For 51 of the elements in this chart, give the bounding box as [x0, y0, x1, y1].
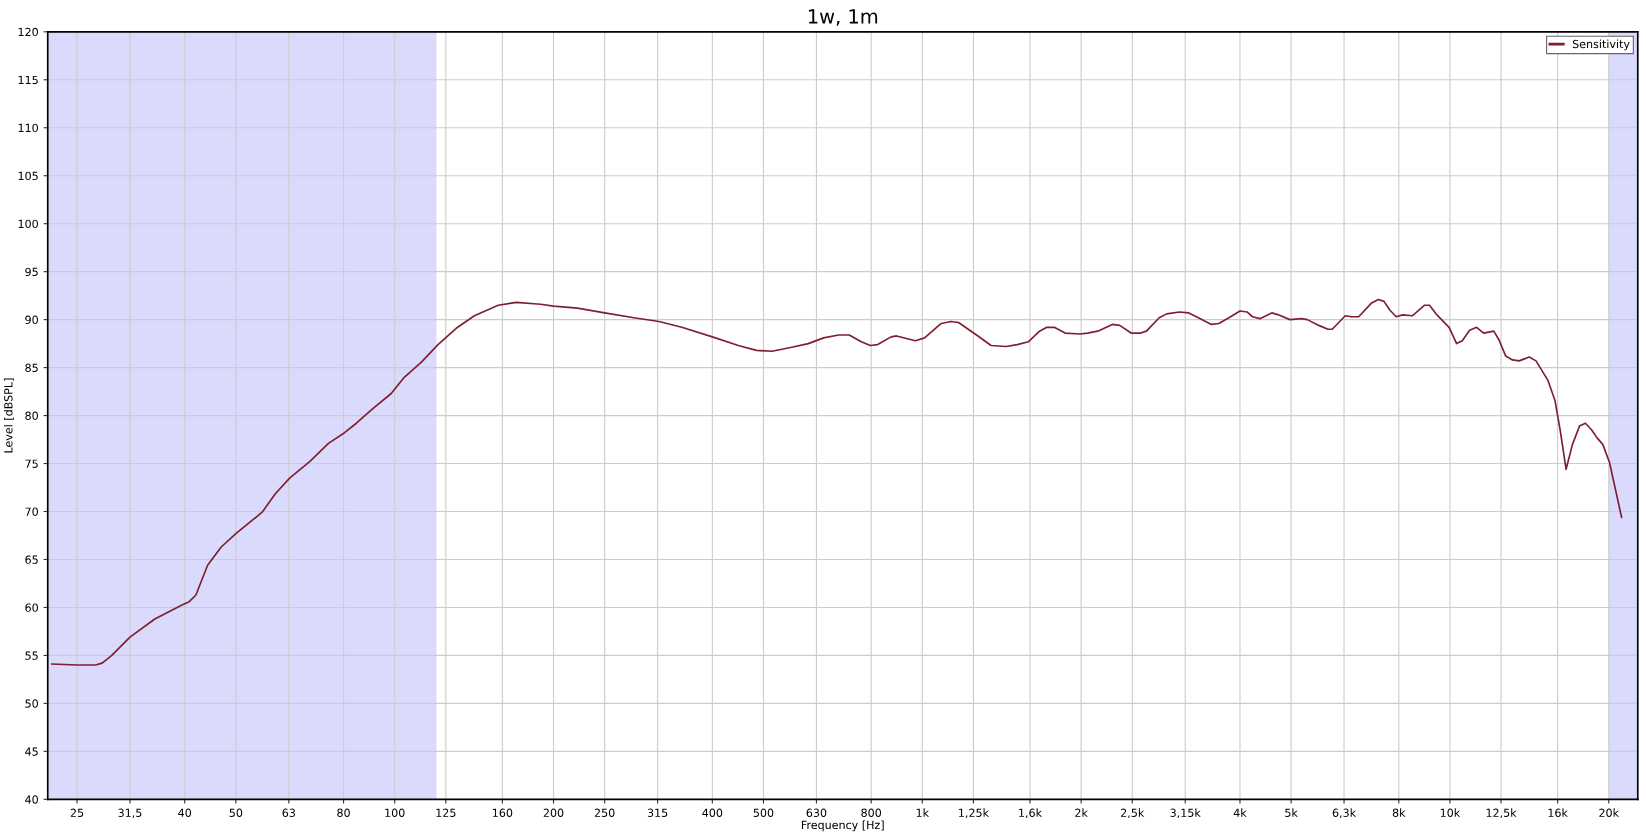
- y-tick-label: 100: [18, 219, 38, 229]
- x-tick-label: 25: [70, 808, 84, 817]
- x-tick-label: 3,15k: [1170, 808, 1201, 819]
- x-axis-title: Frequency [Hz]: [801, 820, 884, 832]
- y-tick-label: 90: [25, 315, 38, 325]
- y-tick-label: 105: [18, 171, 38, 181]
- y-tick-label: 120: [18, 27, 38, 37]
- x-tick-label: 100: [385, 808, 405, 817]
- y-tick-label: 110: [18, 123, 38, 133]
- x-tick-label: 2,5k: [1121, 808, 1145, 819]
- y-tick-label: 45: [25, 747, 38, 756]
- x-tick-label: 80: [337, 808, 350, 817]
- x-tick-label: 20k: [1599, 808, 1620, 817]
- y-tick-label: 95: [25, 267, 38, 277]
- x-tick-label: 630: [806, 808, 827, 817]
- y-tick-label: 50: [25, 699, 38, 708]
- x-tick-label: 800: [861, 808, 882, 817]
- x-tick-label: 8k: [1392, 808, 1406, 817]
- y-axis-title: Level [dBSPL]: [3, 378, 14, 453]
- x-tick-label: 5k: [1285, 808, 1298, 817]
- x-tick-label: 50: [229, 808, 243, 817]
- chart-title: 1w, 1m: [808, 9, 878, 26]
- x-tick-label: 1k: [916, 808, 930, 817]
- x-tick-label: 31,5: [118, 808, 142, 819]
- y-tick-label: 65: [25, 555, 38, 564]
- y-tick-label: 70: [25, 507, 38, 516]
- y-tick-label: 115: [18, 75, 38, 85]
- y-tick-label: 80: [25, 411, 38, 420]
- x-tick-label: 63: [282, 808, 295, 817]
- y-tick-label: 55: [25, 651, 38, 660]
- x-tick-label: 1,6k: [1019, 808, 1043, 819]
- y-tick-label: 75: [25, 459, 38, 468]
- x-tick-label: 315: [647, 808, 668, 817]
- x-tick-label: 500: [753, 808, 774, 817]
- x-tick-label: 2k: [1075, 808, 1088, 817]
- y-tick-label: 85: [25, 363, 38, 372]
- x-tick-label: 200: [543, 808, 564, 817]
- x-tick-label: 1,25k: [959, 808, 989, 819]
- y-tick-label: 60: [25, 603, 38, 612]
- x-tick-label: 4k: [1233, 808, 1247, 817]
- x-tick-label: 10k: [1440, 808, 1461, 817]
- x-tick-label: 40: [178, 808, 192, 817]
- x-tick-label: 400: [702, 808, 723, 817]
- x-tick-label: 12,5k: [1486, 808, 1517, 819]
- x-tick-label: 125: [436, 808, 456, 817]
- x-tick-label: 250: [594, 808, 615, 817]
- x-tick-label: 6,3k: [1332, 808, 1357, 819]
- x-tick-label: 160: [493, 808, 513, 817]
- y-tick-label: 40: [25, 795, 38, 804]
- legend-label: Sensitivity: [1572, 39, 1630, 51]
- x-tick-label: 16k: [1548, 808, 1568, 817]
